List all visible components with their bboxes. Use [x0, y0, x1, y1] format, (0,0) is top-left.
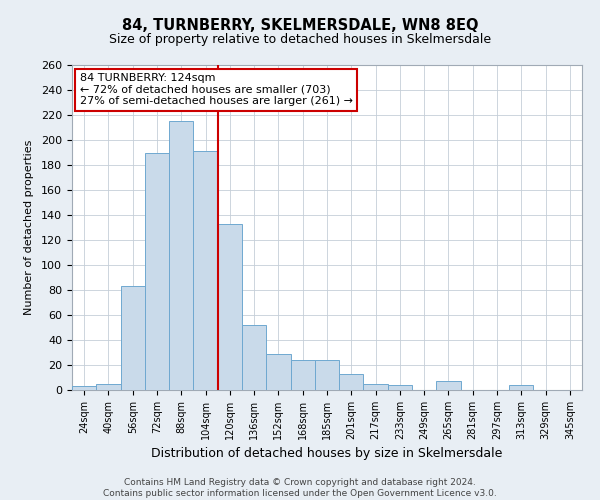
Text: Size of property relative to detached houses in Skelmersdale: Size of property relative to detached ho…: [109, 32, 491, 46]
Bar: [121, 286, 145, 390]
Bar: [436, 381, 461, 390]
Bar: [145, 152, 169, 390]
Bar: [509, 385, 533, 390]
Bar: [193, 151, 218, 390]
Bar: [388, 385, 412, 390]
X-axis label: Distribution of detached houses by size in Skelmersdale: Distribution of detached houses by size …: [151, 448, 503, 460]
Text: Contains HM Land Registry data © Crown copyright and database right 2024.
Contai: Contains HM Land Registry data © Crown c…: [103, 478, 497, 498]
Bar: [315, 360, 339, 390]
Bar: [218, 224, 242, 390]
Y-axis label: Number of detached properties: Number of detached properties: [24, 140, 34, 315]
Bar: [96, 384, 121, 390]
Bar: [266, 354, 290, 390]
Bar: [364, 384, 388, 390]
Bar: [290, 360, 315, 390]
Text: 84, TURNBERRY, SKELMERSDALE, WN8 8EQ: 84, TURNBERRY, SKELMERSDALE, WN8 8EQ: [122, 18, 478, 32]
Bar: [169, 121, 193, 390]
Bar: [339, 374, 364, 390]
Bar: [242, 325, 266, 390]
Text: 84 TURNBERRY: 124sqm
← 72% of detached houses are smaller (703)
27% of semi-deta: 84 TURNBERRY: 124sqm ← 72% of detached h…: [80, 73, 353, 106]
Bar: [72, 386, 96, 390]
